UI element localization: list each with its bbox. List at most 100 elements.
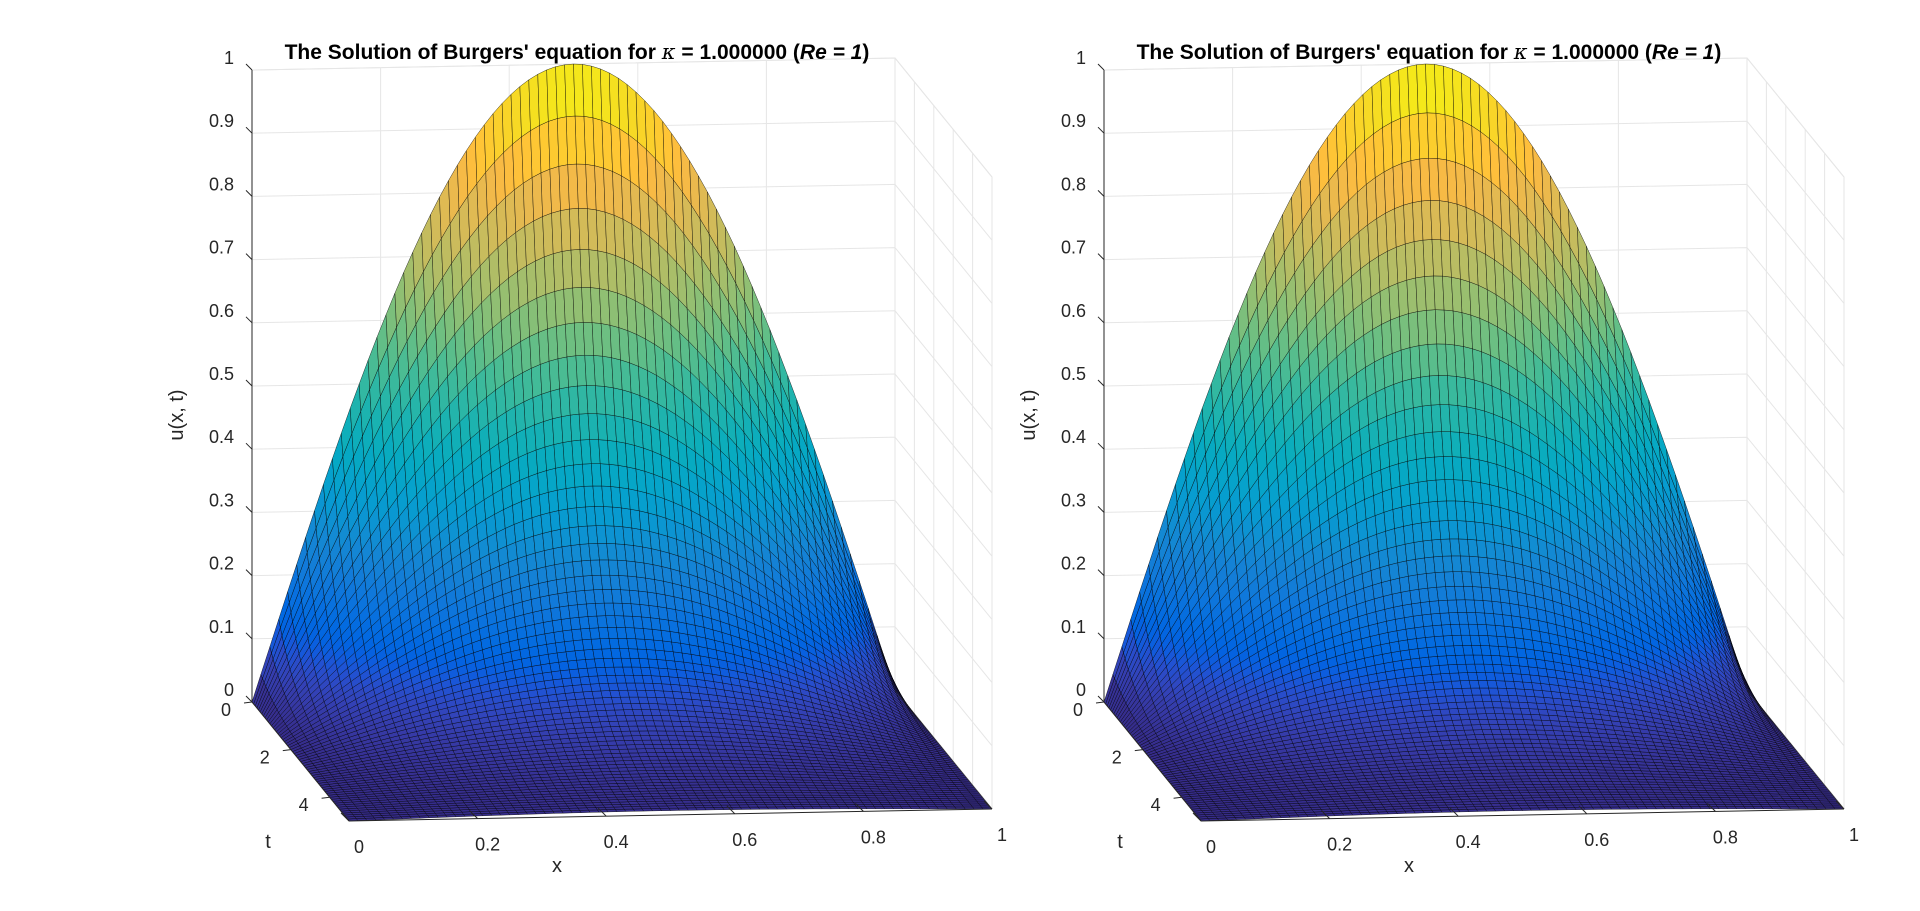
surface-patch — [565, 322, 577, 358]
surface-patch — [497, 238, 509, 286]
surface-patch — [584, 697, 596, 706]
surface-patch — [522, 177, 534, 227]
surface-patch — [580, 439, 592, 465]
surface-patch — [536, 566, 548, 584]
surface-patch — [533, 533, 545, 554]
surface-layer — [251, 63, 993, 822]
title-kappa-symbol: κ — [661, 40, 676, 64]
surface-patch — [509, 307, 521, 348]
surface-patch — [547, 652, 559, 664]
surface-patch — [537, 69, 549, 126]
surface-patch — [565, 576, 577, 593]
surface-patch — [556, 651, 568, 663]
surface-patch — [529, 583, 541, 600]
surface-patch — [573, 463, 585, 488]
surface-patch — [598, 627, 610, 639]
t-axis-label: t — [265, 831, 271, 853]
surface-patch — [556, 728, 568, 735]
z-tick-label: 0.6 — [209, 301, 234, 321]
surface-patch — [503, 143, 515, 199]
surface-patch — [515, 538, 527, 560]
surface-patch — [509, 457, 521, 485]
surface-patch — [531, 172, 543, 222]
surface-patch — [555, 466, 567, 491]
surface-patch — [527, 568, 539, 587]
surface-patch — [525, 624, 537, 638]
surface-patch — [553, 718, 565, 726]
surface-patch — [583, 649, 595, 660]
surface-patch — [565, 728, 577, 735]
surface-patch — [542, 671, 554, 682]
surface-patch — [554, 686, 566, 695]
surface-patch — [523, 612, 535, 627]
surface-patch — [578, 616, 590, 630]
surface-patch — [568, 737, 581, 744]
z-tick-label: 0.2 — [209, 554, 234, 574]
x-tick-label: 0.2 — [475, 835, 500, 855]
surface-patch — [570, 676, 582, 686]
surface-patch — [550, 606, 562, 622]
surface-patch — [515, 225, 527, 273]
surface-patch — [508, 271, 520, 315]
surface-patch — [535, 446, 547, 474]
surface-patch — [524, 220, 536, 267]
surface-patch — [552, 251, 564, 292]
surface-patch — [528, 472, 540, 499]
surface-patch — [514, 401, 526, 434]
surface-patch — [568, 604, 580, 619]
surface-patch — [530, 364, 543, 398]
surface-patch — [556, 488, 568, 511]
x-tick-label: 0.8 — [861, 827, 886, 847]
surface-patch — [513, 182, 526, 233]
z-tick-label: 0.5 — [209, 364, 234, 384]
surface-patch — [556, 577, 568, 594]
surface-patch — [595, 525, 607, 544]
surface-patch — [580, 716, 592, 724]
surface-patch — [588, 543, 600, 561]
surface-patch — [501, 93, 513, 153]
surface-patch — [615, 674, 627, 684]
surface-patch — [588, 675, 600, 685]
z-tick-label: 0.8 — [209, 174, 234, 194]
surface-patch — [599, 638, 611, 650]
surface-patch — [552, 546, 564, 565]
surface-patch — [536, 293, 548, 333]
surface-patch — [552, 416, 564, 445]
surface-patch — [569, 526, 581, 546]
surface-patch — [590, 683, 602, 692]
surface-patch — [562, 766, 574, 771]
surface-patch — [530, 494, 542, 518]
title-reynolds: Re = 1 — [800, 41, 862, 64]
surface-patch — [530, 125, 542, 178]
surface-patch — [594, 757, 607, 762]
surface-patch — [547, 694, 559, 703]
surface-patch — [539, 360, 551, 395]
surface-patch — [534, 550, 547, 570]
surface-patch — [502, 346, 514, 385]
t-tick-label: 4 — [299, 795, 309, 815]
chart-title: The Solution of Burgers' equation for κ … — [285, 40, 870, 64]
surface-patch — [592, 648, 604, 660]
surface-patch — [582, 691, 594, 699]
surface-patch — [622, 666, 634, 676]
surface-patch — [510, 86, 522, 145]
surface-patch — [545, 291, 557, 330]
surface-patch — [566, 699, 578, 707]
surface-patch — [536, 688, 548, 697]
surface-patch — [570, 544, 582, 563]
surface-patch — [494, 151, 506, 207]
title-prefix: The Solution of Burgers' equation for — [285, 41, 662, 64]
surface-patch — [574, 486, 586, 508]
surface-patch — [521, 497, 533, 522]
surface-patch — [527, 297, 539, 337]
surface-patch — [555, 751, 568, 757]
surface-patch — [573, 750, 585, 756]
surface-patch — [602, 697, 614, 705]
surface-patch — [567, 659, 579, 671]
surface-patch — [547, 579, 559, 596]
surface-patch — [577, 667, 589, 678]
surface-patch — [547, 325, 559, 362]
surface-patch — [616, 682, 628, 691]
t-tick-label: 2 — [260, 748, 270, 768]
